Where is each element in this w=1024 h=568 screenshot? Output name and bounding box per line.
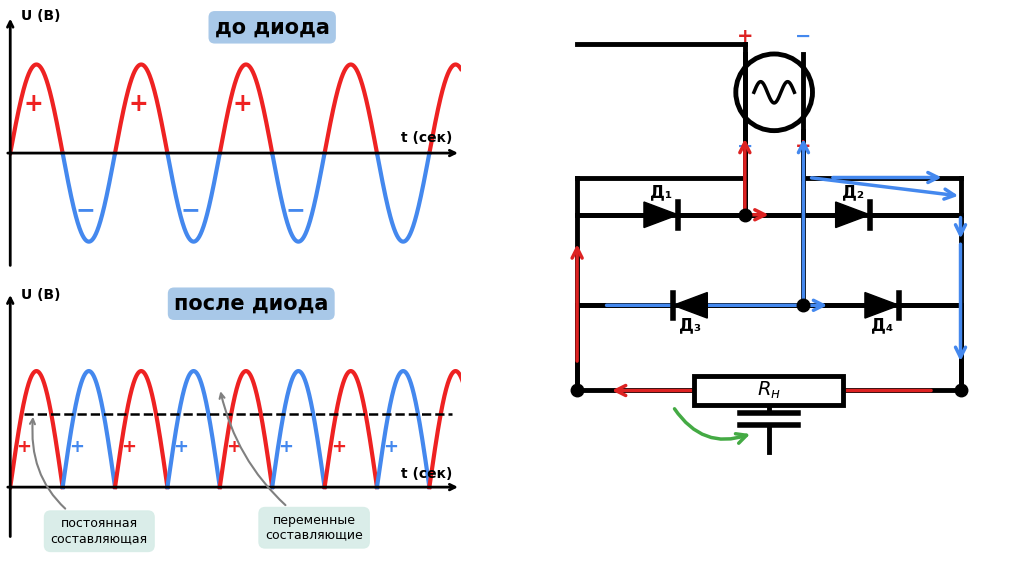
Text: +: + (173, 438, 188, 456)
FancyArrowPatch shape (675, 409, 746, 443)
Text: после диода: после диода (174, 294, 329, 314)
FancyBboxPatch shape (694, 375, 844, 406)
Text: +: + (331, 438, 346, 456)
Polygon shape (673, 293, 708, 318)
Text: t (сек): t (сек) (401, 131, 453, 145)
Text: Д₄: Д₄ (870, 316, 893, 334)
Text: −: − (736, 137, 753, 156)
Text: +: + (796, 137, 812, 156)
Text: +: + (736, 27, 753, 46)
Text: +: + (69, 438, 84, 456)
Text: t (сек): t (сек) (401, 467, 453, 481)
Text: +: + (121, 438, 136, 456)
Polygon shape (836, 202, 869, 228)
Polygon shape (644, 202, 678, 228)
Text: −: − (180, 198, 201, 222)
Text: +: + (24, 91, 43, 115)
Text: переменные
составляющие: переменные составляющие (219, 394, 362, 542)
Text: U (В): U (В) (20, 9, 60, 23)
Polygon shape (865, 293, 899, 318)
Text: +: + (16, 438, 32, 456)
Text: Д₃: Д₃ (679, 316, 701, 334)
Text: Д₁: Д₁ (650, 183, 672, 202)
Text: +: + (279, 438, 293, 456)
Text: постоянная
составляющая: постоянная составляющая (30, 419, 147, 545)
Text: −: − (286, 198, 305, 222)
Text: −: − (76, 198, 95, 222)
Text: +: + (128, 91, 147, 115)
Text: $R_н$: $R_н$ (757, 380, 780, 401)
Text: +: + (233, 91, 253, 115)
Text: −: − (796, 27, 812, 46)
Text: +: + (383, 438, 398, 456)
Text: до диода: до диода (215, 17, 330, 37)
Text: U (В): U (В) (20, 288, 60, 302)
Text: +: + (226, 438, 241, 456)
Text: Д₂: Д₂ (842, 183, 864, 202)
